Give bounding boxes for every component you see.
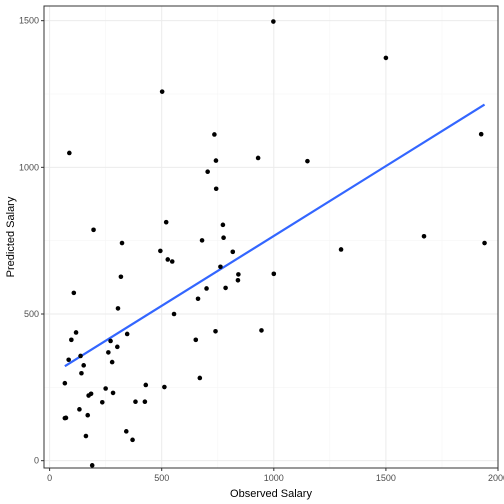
- data-point: [83, 433, 89, 439]
- regression-line: [64, 103, 486, 368]
- data-point: [99, 399, 105, 405]
- regression-line-layer: [64, 103, 486, 368]
- data-point: [66, 357, 71, 363]
- data-point: [305, 158, 310, 164]
- data-point: [259, 328, 264, 333]
- data-point: [255, 155, 261, 161]
- x-tick-label: 1500: [376, 473, 396, 483]
- data-point: [124, 331, 130, 337]
- data-point: [162, 384, 167, 390]
- data-point: [159, 89, 165, 94]
- data-point: [165, 257, 171, 262]
- data-point: [271, 19, 276, 24]
- x-tick-label: 1000: [264, 473, 284, 483]
- data-point: [77, 407, 82, 412]
- data-point: [67, 150, 72, 156]
- data-point: [109, 359, 115, 365]
- data-point: [338, 247, 344, 252]
- data-point: [197, 375, 203, 381]
- data-point: [81, 363, 86, 368]
- data-point: [73, 330, 79, 335]
- data-point: [108, 338, 113, 344]
- data-point: [89, 463, 95, 468]
- y-tick-label: 1500: [19, 16, 39, 26]
- data-point: [71, 290, 77, 296]
- data-point: [130, 437, 135, 443]
- data-point: [221, 235, 226, 241]
- data-point: [213, 186, 219, 192]
- data-point: [110, 390, 116, 396]
- x-axis-title: Observed Salary: [230, 488, 312, 500]
- data-point: [383, 55, 389, 61]
- data-point: [79, 370, 84, 376]
- y-tick-label: 0: [34, 456, 39, 466]
- data-point: [235, 277, 241, 283]
- data-point: [195, 296, 201, 302]
- y-tick-label: 500: [24, 309, 39, 319]
- data-point: [213, 158, 219, 163]
- y-axis-title: Predicted Salary: [5, 196, 17, 277]
- data-point: [88, 391, 94, 397]
- data-point: [205, 169, 210, 175]
- data-point: [69, 337, 74, 343]
- data-point: [220, 222, 226, 228]
- data-point: [91, 227, 96, 233]
- data-point: [133, 399, 138, 405]
- data-point: [63, 415, 69, 421]
- y-tick-label: 1000: [19, 162, 39, 172]
- data-point: [78, 353, 83, 359]
- data-points: [62, 19, 487, 468]
- data-point: [193, 337, 199, 343]
- data-point: [115, 344, 120, 350]
- data-point: [213, 329, 218, 334]
- data-point: [421, 233, 427, 239]
- data-point: [158, 248, 163, 254]
- data-point: [85, 412, 91, 418]
- data-point: [163, 219, 169, 225]
- x-tick-label: 0: [47, 473, 52, 483]
- data-point: [62, 380, 68, 386]
- data-point: [218, 264, 223, 270]
- data-point: [212, 132, 217, 137]
- data-point: [123, 429, 129, 434]
- data-point: [482, 240, 487, 246]
- data-point: [230, 249, 236, 255]
- data-point: [119, 240, 125, 246]
- x-tick-label: 500: [154, 473, 169, 483]
- minor-gridlines: [44, 6, 498, 468]
- data-point: [103, 386, 108, 391]
- data-point: [271, 271, 277, 277]
- data-point: [115, 306, 121, 311]
- y-axis-ticks: 0 500 1000 1500: [19, 16, 44, 466]
- panel-border: [43, 5, 499, 469]
- data-point: [118, 274, 124, 280]
- data-point: [106, 350, 111, 355]
- data-point: [142, 399, 148, 405]
- data-point: [199, 238, 205, 243]
- data-point: [143, 382, 149, 388]
- data-point: [223, 285, 228, 291]
- data-point: [478, 131, 484, 137]
- data-point: [169, 259, 175, 264]
- data-point: [171, 311, 177, 317]
- data-point: [204, 286, 209, 291]
- data-point: [236, 272, 241, 277]
